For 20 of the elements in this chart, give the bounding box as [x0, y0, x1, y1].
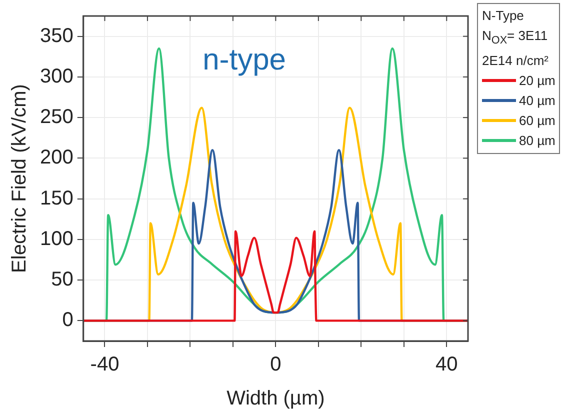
- line-series: [83, 230, 468, 322]
- y-tick-label: 100: [40, 228, 74, 250]
- legend-title: N-Type N$_{OX}$= 3E11 2E14 n/cm²: [482, 7, 550, 70]
- legend-label: 40 µm: [519, 92, 556, 110]
- legend-label: 60 µm: [519, 112, 556, 130]
- x-tick-label: -40: [90, 354, 120, 376]
- x-axis-title: Width (µm): [226, 388, 325, 410]
- y-tick-label: 0: [62, 309, 74, 332]
- legend-label: 20 µm: [519, 72, 556, 90]
- y-axis-title: Electric Field (kV/cm): [8, 84, 31, 273]
- annotation: n-type: [202, 43, 286, 76]
- legend-label: 80 µm: [519, 132, 556, 150]
- y-tick-label: 300: [40, 65, 74, 88]
- y-tick-label: 150: [40, 187, 74, 210]
- x-tick-label: 0: [270, 354, 282, 376]
- y-tick-label: 200: [40, 146, 74, 169]
- y-tick-label: 350: [40, 24, 74, 47]
- y-tick-label: 250: [40, 106, 74, 128]
- y-tick-label: 50: [51, 268, 74, 291]
- x-tick-label: 40: [436, 354, 458, 376]
